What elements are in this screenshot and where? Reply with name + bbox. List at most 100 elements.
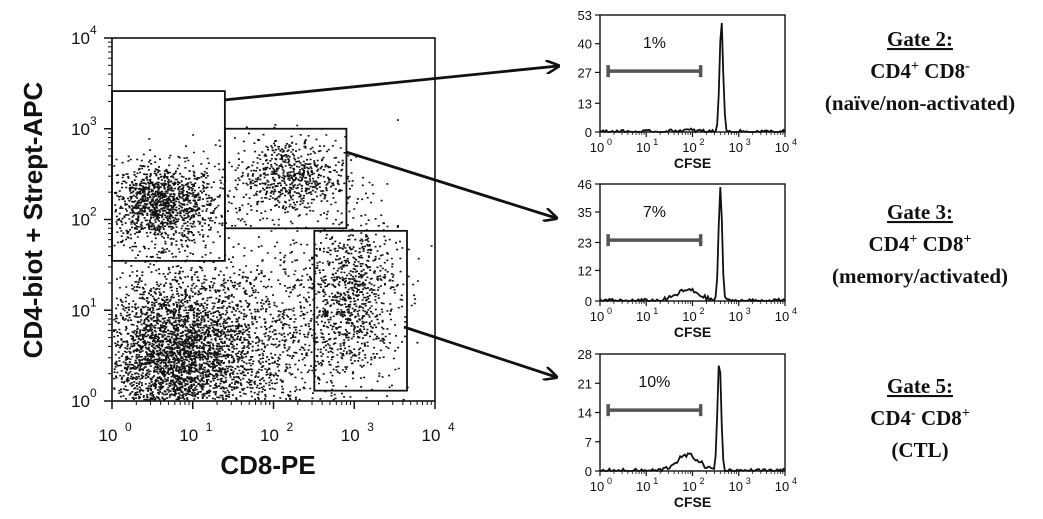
x-tick-label: 10 [99,426,118,445]
hist-x-tick-label: 10 [775,479,789,494]
arrow-gate-5 [403,325,556,377]
y-tick-exponent: 0 [90,386,97,400]
y-tick-label: 10 [71,29,90,48]
hist-x-tick-label: 10 [682,479,696,494]
x-tick-exponent: 3 [367,420,374,434]
hist-x-tick-exponent: 0 [607,137,612,147]
event-population-2 [192,124,374,238]
hist-x-axis-label: CFSE [674,494,711,510]
x-tick-exponent: 0 [125,420,132,434]
hist-x-tick-label: 10 [590,140,604,155]
gate-arrows [223,66,558,377]
hist-x-tick-exponent: 3 [746,476,751,486]
event-population-3 [113,211,333,401]
hist-x-tick-label: 10 [682,309,696,324]
hist-x-tick-exponent: 2 [700,476,705,486]
hist-x-tick-exponent: 3 [746,306,751,316]
hist-x-axis-label: CFSE [674,324,711,340]
x-axis-label: CD8-PE [220,450,315,480]
gate-3-rect [223,127,348,230]
hist-x-axis-label: CFSE [674,155,711,171]
arrow-gate-3 [345,150,556,218]
hist-x-tick-label: 10 [729,309,743,324]
gate-3-phenotype: CD4+ CD8+ [869,232,972,256]
histogram-curve [599,22,786,134]
hist-y-tick-label: 21 [578,376,592,391]
hist-y-tick-label: 46 [578,177,592,192]
hist-y-tick-label: 28 [578,347,592,362]
hist-y-tick-label: 13 [578,96,592,111]
gate-3-label: Gate 3: CD4+ CD8+ (memory/activated) [832,200,1008,288]
hist-x-tick-exponent: 1 [653,306,658,316]
hist-y-tick-label: 0 [585,464,592,479]
gate-3-description: (memory/activated) [832,264,1008,288]
dot-plot-events [113,119,433,401]
x-axis-ticks: 10 0 10 1 10 2 10 3 10 4 [99,401,455,445]
arrow-gate-2 [223,66,558,102]
x-tick-label: 10 [341,426,360,445]
x-tick-label: 10 [179,426,198,445]
x-tick-label: 10 [260,426,279,445]
hist-x-tick-exponent: 1 [653,476,658,486]
hist-x-tick-label: 10 [590,309,604,324]
gate-2-title: Gate 2: [887,27,953,51]
hist-x-tick-label: 10 [729,140,743,155]
gate-5-rect [313,229,408,392]
hist-y-tick-label: 53 [578,8,592,23]
histogram-frame [599,14,786,133]
hist-x-tick-label: 10 [636,309,650,324]
proliferation-percent: 10% [638,374,670,391]
histogram-frame [599,183,786,302]
hist-y-tick-label: 0 [585,125,592,140]
hist-y-tick-label: 27 [578,65,592,80]
hist-x-tick-exponent: 2 [700,306,705,316]
hist-x-tick-exponent: 2 [700,137,705,147]
hist-y-tick-label: 0 [585,294,592,309]
gate-2-description: (naïve/non-activated) [825,91,1015,115]
proliferation-percent: 1% [643,35,666,52]
event-population-1 [113,138,252,286]
y-tick-exponent: 4 [90,23,97,37]
y-tick-label: 10 [71,392,90,411]
y-tick-exponent: 1 [90,295,97,309]
proliferation-percent: 7% [643,204,666,221]
hist-y-tick-label: 23 [578,236,592,251]
hist-x-tick-label: 10 [775,309,789,324]
y-tick-exponent: 2 [90,205,97,219]
hist-x-tick-exponent: 0 [607,306,612,316]
hist-y-tick-label: 14 [578,406,592,421]
hist-x-tick-label: 10 [636,479,650,494]
gate-5-title: Gate 5: [887,374,953,398]
x-tick-exponent: 2 [287,420,294,434]
histogram-curve [599,187,786,303]
y-tick-exponent: 3 [90,114,97,128]
x-tick-label: 10 [422,426,441,445]
hist-x-tick-label: 10 [729,479,743,494]
y-tick-label: 10 [71,211,90,230]
hist-x-tick-exponent: 0 [607,476,612,486]
gate-3-title: Gate 3: [887,200,953,224]
hist-x-tick-exponent: 4 [792,476,797,486]
hist-x-tick-label: 10 [682,140,696,155]
hist-x-tick-label: 10 [775,140,789,155]
gate-2-label: Gate 2: CD4+ CD8- (naïve/non-activated) [825,27,1015,115]
hist-x-tick-exponent: 3 [746,137,751,147]
hist-y-tick-label: 12 [578,263,592,278]
hist-y-tick-label: 35 [578,205,592,220]
hist-y-tick-label: 40 [578,37,592,52]
y-tick-label: 10 [71,301,90,320]
gate-5-label: Gate 5: CD4- CD8+ (CTL) [870,374,970,462]
event-population-5 [113,220,405,401]
x-tick-exponent: 4 [448,420,455,434]
gate-2-phenotype: CD4+ CD8- [870,59,970,83]
hist-x-tick-label: 10 [636,140,650,155]
y-tick-label: 10 [71,120,90,139]
histogram-frame [599,353,786,472]
event-population-4 [274,119,433,399]
